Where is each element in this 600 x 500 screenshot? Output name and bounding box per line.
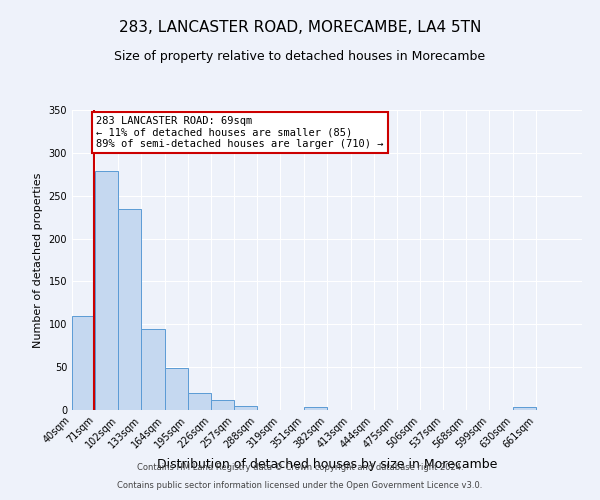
Bar bbox=[164, 368, 188, 410]
Text: 283 LANCASTER ROAD: 69sqm
← 11% of detached houses are smaller (85)
89% of semi-: 283 LANCASTER ROAD: 69sqm ← 11% of detac… bbox=[96, 116, 383, 149]
Text: Contains HM Land Registry data © Crown copyright and database right 2024.: Contains HM Land Registry data © Crown c… bbox=[137, 464, 463, 472]
Bar bbox=[188, 393, 211, 410]
Bar bbox=[118, 208, 142, 410]
Text: 283, LANCASTER ROAD, MORECAMBE, LA4 5TN: 283, LANCASTER ROAD, MORECAMBE, LA4 5TN bbox=[119, 20, 481, 35]
Bar bbox=[95, 171, 118, 410]
X-axis label: Distribution of detached houses by size in Morecambe: Distribution of detached houses by size … bbox=[157, 458, 497, 471]
Bar bbox=[142, 328, 164, 410]
Bar bbox=[72, 316, 95, 410]
Text: Contains public sector information licensed under the Open Government Licence v3: Contains public sector information licen… bbox=[118, 481, 482, 490]
Bar bbox=[211, 400, 234, 410]
Text: Size of property relative to detached houses in Morecambe: Size of property relative to detached ho… bbox=[115, 50, 485, 63]
Y-axis label: Number of detached properties: Number of detached properties bbox=[33, 172, 43, 348]
Bar bbox=[304, 408, 328, 410]
Bar bbox=[512, 408, 536, 410]
Bar bbox=[234, 406, 257, 410]
